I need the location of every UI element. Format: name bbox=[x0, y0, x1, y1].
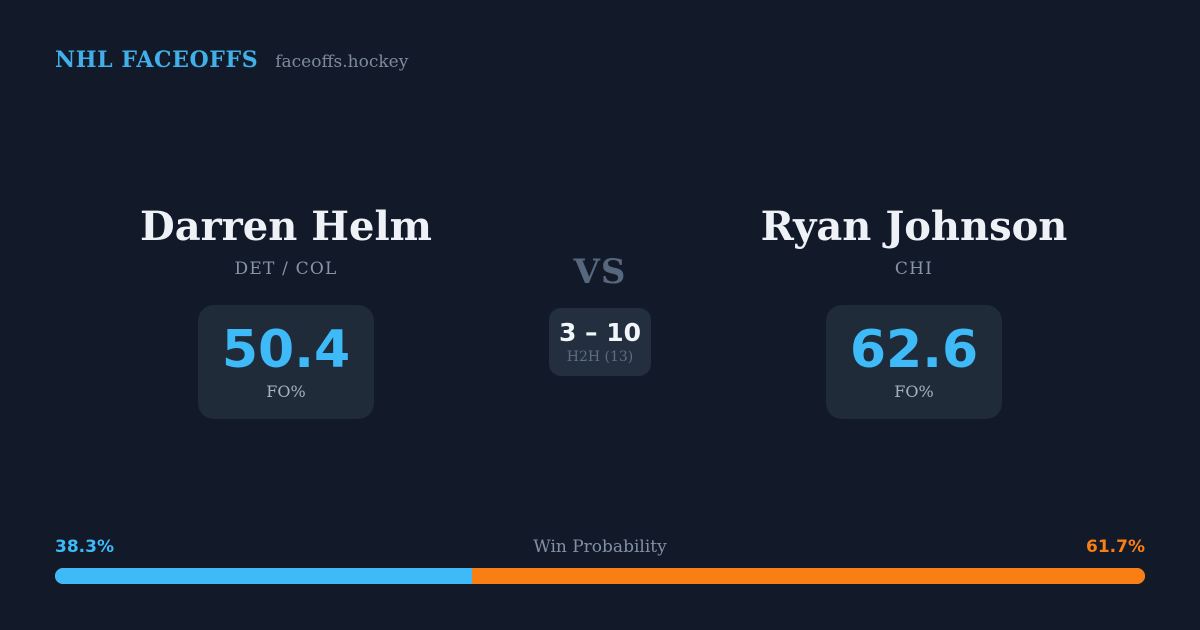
win-probability-bar bbox=[55, 568, 1145, 584]
player-left-fo-pct: 50.4 bbox=[221, 319, 351, 380]
win-probability-right-pct: 61.7% bbox=[1086, 537, 1145, 557]
player-right-stat-card: 62.6 FO% bbox=[826, 305, 1002, 419]
player-right: Ryan Johnson CHI 62.6 FO% bbox=[683, 205, 1145, 419]
player-left-team: DET / COL bbox=[234, 259, 338, 279]
player-right-stat-label: FO% bbox=[894, 381, 934, 401]
player-left-name: Darren Helm bbox=[140, 203, 432, 250]
player-right-team: CHI bbox=[894, 259, 934, 279]
win-probability-section: 38.3% Win Probability 61.7% bbox=[55, 537, 1145, 584]
player-left-stat-card: 50.4 FO% bbox=[198, 305, 374, 419]
brand-title: NHL FACEOFFS bbox=[55, 47, 259, 73]
player-left-stat-label: FO% bbox=[266, 381, 306, 401]
win-bar-left-segment bbox=[55, 568, 473, 584]
win-probability-left-pct: 38.3% bbox=[55, 537, 114, 557]
win-probability-labels: 38.3% Win Probability 61.7% bbox=[55, 537, 1145, 557]
matchup-section: Darren Helm DET / COL 50.4 FO% VS 3 – 10… bbox=[55, 205, 1145, 419]
versus-column: VS 3 – 10 H2H (13) bbox=[517, 205, 683, 419]
win-bar-right-segment bbox=[472, 568, 1145, 584]
h2h-score: 3 – 10 bbox=[558, 317, 642, 347]
win-probability-title: Win Probability bbox=[533, 537, 667, 557]
header: NHL FACEOFFS faceoffs.hockey bbox=[55, 47, 408, 73]
h2h-label: H2H (13) bbox=[566, 348, 634, 365]
player-right-fo-pct: 62.6 bbox=[849, 319, 979, 380]
site-url: faceoffs.hockey bbox=[275, 52, 409, 72]
vs-label: VS bbox=[573, 252, 627, 292]
player-left: Darren Helm DET / COL 50.4 FO% bbox=[55, 205, 517, 419]
h2h-card: 3 – 10 H2H (13) bbox=[549, 308, 651, 376]
player-right-name: Ryan Johnson bbox=[760, 203, 1068, 250]
